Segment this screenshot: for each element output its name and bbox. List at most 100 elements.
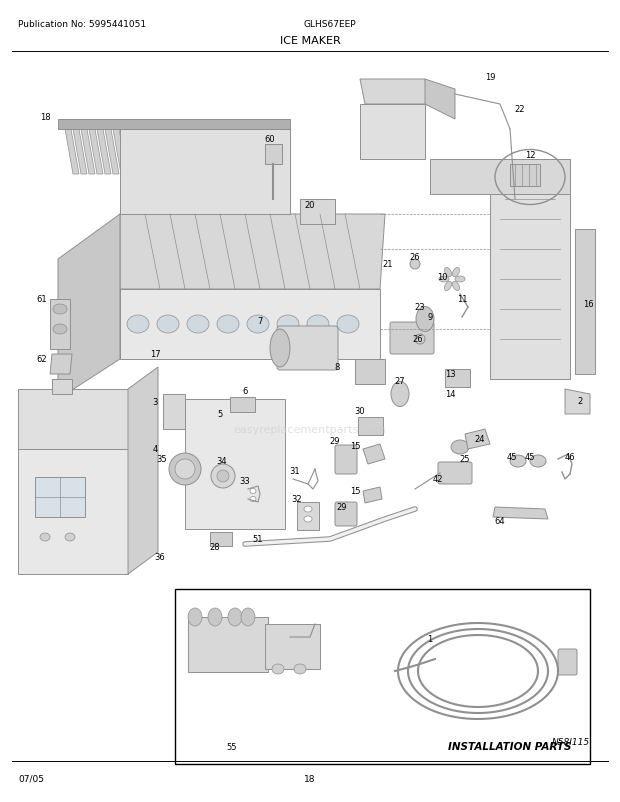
Polygon shape: [50, 354, 72, 375]
Polygon shape: [58, 215, 120, 399]
Polygon shape: [73, 130, 87, 175]
Text: 20: 20: [305, 200, 315, 209]
Text: 36: 36: [154, 553, 166, 561]
Polygon shape: [97, 130, 111, 175]
Polygon shape: [465, 429, 490, 449]
Ellipse shape: [241, 608, 255, 626]
Polygon shape: [113, 130, 127, 175]
Text: 62: 62: [37, 355, 47, 364]
Ellipse shape: [228, 608, 242, 626]
Ellipse shape: [445, 282, 451, 291]
Text: ICE MAKER: ICE MAKER: [280, 36, 340, 46]
Text: 45: 45: [525, 453, 535, 462]
Ellipse shape: [175, 460, 195, 480]
Text: 33: 33: [239, 477, 250, 486]
Text: 8: 8: [334, 363, 340, 372]
Text: 21: 21: [383, 260, 393, 269]
Text: 1: 1: [427, 634, 433, 644]
FancyBboxPatch shape: [445, 370, 470, 387]
Polygon shape: [120, 215, 385, 290]
FancyBboxPatch shape: [300, 200, 335, 225]
Ellipse shape: [187, 316, 209, 334]
Text: 35: 35: [157, 455, 167, 464]
Polygon shape: [65, 130, 79, 175]
Polygon shape: [265, 145, 282, 164]
Ellipse shape: [250, 497, 256, 502]
FancyBboxPatch shape: [297, 502, 319, 530]
Ellipse shape: [247, 316, 269, 334]
Ellipse shape: [65, 533, 75, 541]
Text: 55: 55: [227, 743, 237, 751]
Text: 29: 29: [337, 503, 347, 512]
Ellipse shape: [272, 664, 284, 674]
Text: 07/05: 07/05: [18, 774, 44, 783]
Ellipse shape: [53, 305, 67, 314]
Ellipse shape: [530, 456, 546, 468]
Text: 6: 6: [242, 387, 247, 396]
Ellipse shape: [157, 316, 179, 334]
Ellipse shape: [445, 268, 451, 277]
Text: 31: 31: [290, 467, 300, 476]
Text: 19: 19: [485, 74, 495, 83]
Text: 30: 30: [355, 407, 365, 416]
Polygon shape: [52, 379, 72, 395]
Ellipse shape: [294, 664, 306, 674]
Polygon shape: [50, 300, 70, 350]
Ellipse shape: [53, 325, 67, 334]
Text: 25: 25: [460, 455, 470, 464]
Ellipse shape: [510, 456, 526, 468]
Text: 11: 11: [457, 295, 467, 304]
Polygon shape: [120, 130, 290, 215]
FancyBboxPatch shape: [390, 322, 434, 354]
Text: 46: 46: [565, 453, 575, 462]
Text: 22: 22: [515, 105, 525, 115]
Polygon shape: [18, 449, 128, 574]
Text: 61: 61: [37, 295, 47, 304]
Text: 16: 16: [583, 300, 593, 309]
FancyBboxPatch shape: [35, 477, 85, 517]
Text: 10: 10: [436, 273, 447, 282]
Text: 51: 51: [253, 535, 264, 544]
Polygon shape: [105, 130, 119, 175]
Ellipse shape: [277, 316, 299, 334]
Ellipse shape: [453, 282, 459, 291]
Text: easyreplacementparts.com: easyreplacementparts.com: [234, 424, 386, 435]
Text: 23: 23: [415, 303, 425, 312]
Text: 7: 7: [257, 317, 263, 326]
Polygon shape: [493, 508, 548, 520]
Text: 14: 14: [445, 390, 455, 399]
Text: N58I115: N58I115: [552, 737, 590, 746]
Text: 27: 27: [395, 377, 405, 386]
FancyBboxPatch shape: [355, 359, 385, 384]
Ellipse shape: [208, 608, 222, 626]
Text: 45: 45: [507, 453, 517, 462]
Polygon shape: [120, 290, 380, 359]
FancyBboxPatch shape: [188, 618, 268, 672]
Text: INSTALLATION PARTS: INSTALLATION PARTS: [448, 741, 572, 751]
Text: 4: 4: [153, 445, 157, 454]
Ellipse shape: [410, 260, 420, 269]
Text: 3: 3: [153, 398, 157, 407]
FancyBboxPatch shape: [265, 624, 320, 669]
Ellipse shape: [307, 316, 329, 334]
Text: 29: 29: [330, 437, 340, 446]
FancyBboxPatch shape: [335, 502, 357, 526]
Text: 28: 28: [210, 543, 220, 552]
Ellipse shape: [451, 440, 469, 455]
FancyBboxPatch shape: [277, 326, 338, 371]
Ellipse shape: [439, 277, 449, 282]
Ellipse shape: [250, 489, 256, 494]
Ellipse shape: [304, 516, 312, 522]
Polygon shape: [363, 488, 382, 504]
Ellipse shape: [304, 506, 312, 512]
Text: Publication No: 5995441051: Publication No: 5995441051: [18, 20, 146, 29]
Ellipse shape: [127, 316, 149, 334]
FancyBboxPatch shape: [510, 164, 540, 187]
Text: 26: 26: [410, 253, 420, 262]
Ellipse shape: [416, 307, 434, 332]
Polygon shape: [121, 130, 135, 175]
Polygon shape: [565, 390, 590, 415]
FancyBboxPatch shape: [335, 445, 357, 475]
Ellipse shape: [270, 330, 290, 367]
FancyBboxPatch shape: [230, 398, 255, 412]
